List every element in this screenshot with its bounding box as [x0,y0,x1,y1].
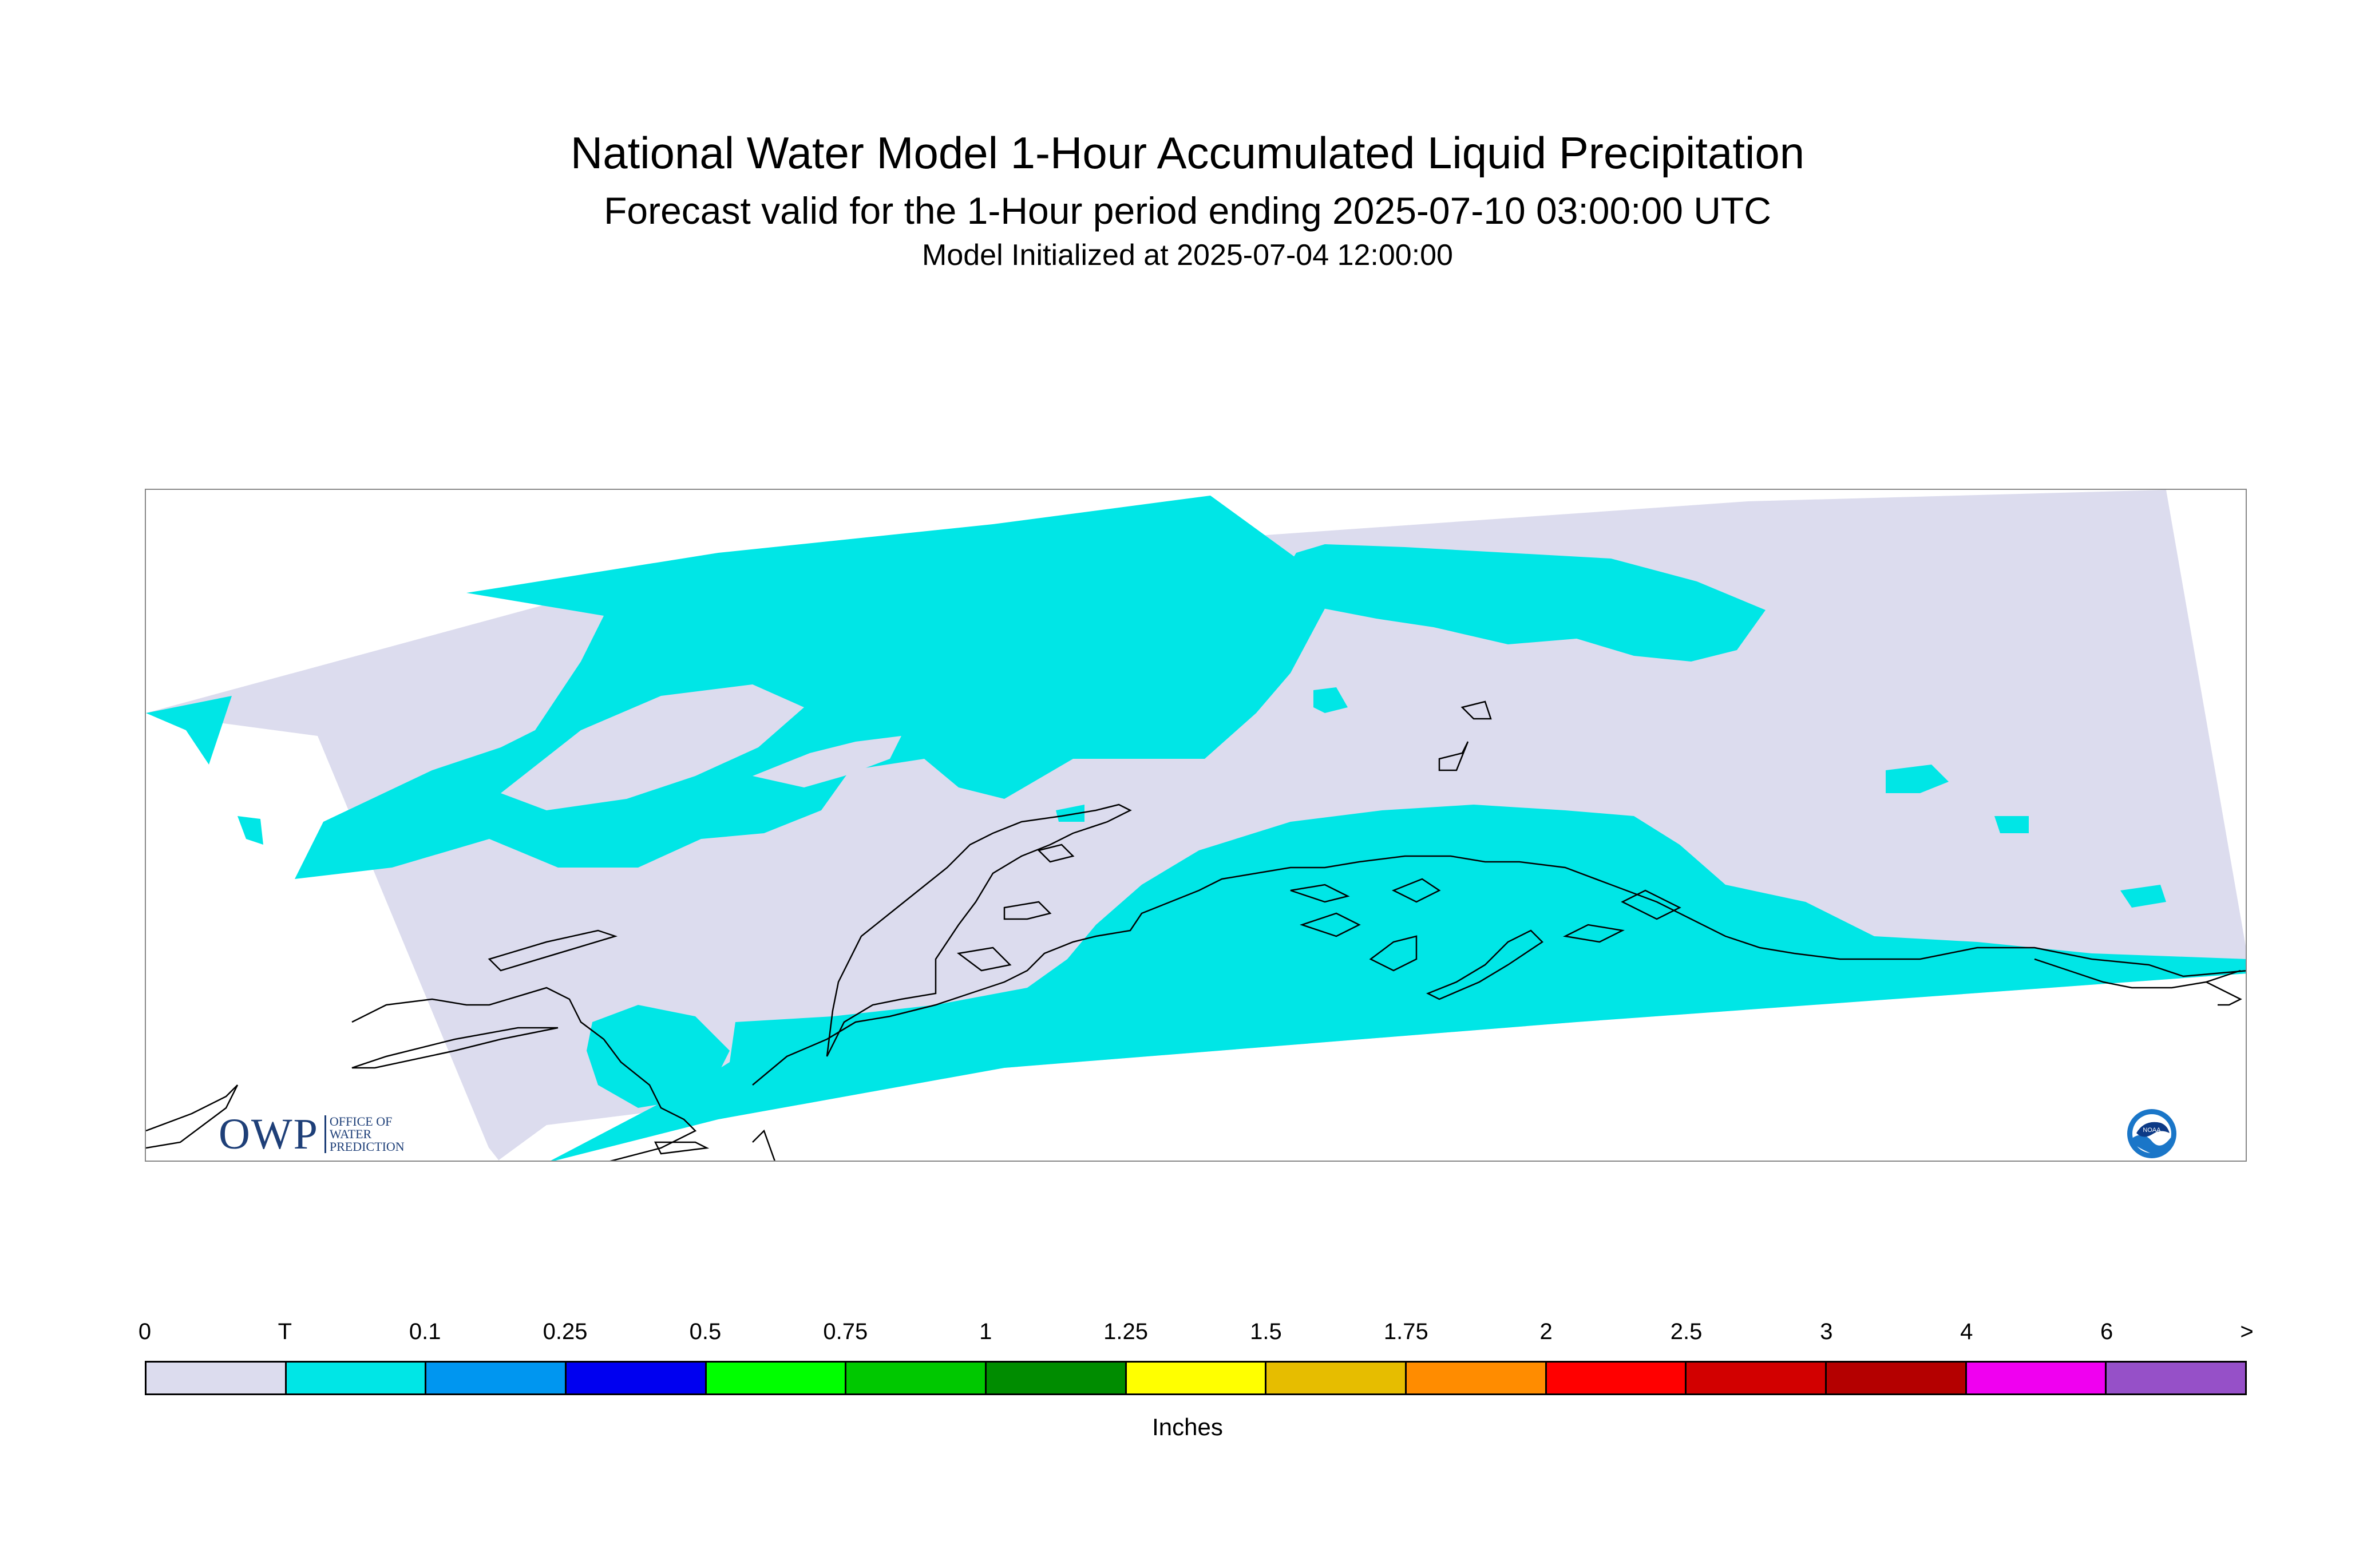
noaa-logo-text: NOAA [2143,1127,2161,1134]
legend-swatch [706,1363,847,1393]
legend-tick-label: 0 [138,1319,152,1344]
legend-tick-label: 4 [1960,1319,1973,1344]
trace-cell-east-3 [2120,885,2166,908]
trace-area-gulf [551,805,2246,1161]
noaa-logo: NOAA [2127,1109,2176,1158]
legend-tick-label: T [278,1319,292,1344]
trace-cell-east-1 [1886,765,1949,793]
trace-cell-small-2 [238,816,263,845]
legend-swatch [1407,1363,1547,1393]
legend-swatch [846,1363,987,1393]
legend-tick-label: 6 [2100,1319,2113,1344]
model-init-line: Model Initialized at 2025-07-04 12:00:00 [922,239,1453,272]
map-panel: OWP OFFICE OF WATER PREDICTION NOAA [145,489,2247,1162]
legend-swatch [2107,1363,2246,1393]
owp-logo: OWP OFFICE OF WATER PREDICTION [219,1110,405,1158]
owp-logo-line: WATER [329,1127,372,1141]
owp-logo-line: PREDICTION [329,1139,405,1154]
owp-logo-letters: OWP [219,1110,319,1158]
legend-tick-label: 0.25 [543,1319,588,1344]
trace-area-upper-right [1279,544,1766,662]
legend-swatch [147,1363,287,1393]
legend-swatch [1546,1363,1687,1393]
legend-tick-label: 2.5 [1670,1319,1703,1344]
owp-logo-line: OFFICE OF [329,1114,393,1129]
legend-tick-labels: 0 T 0.1 0.25 0.5 0.75 1 1.25 1.5 1.75 2 2.5 3 4 6 > [0,1319,2375,1353]
legend-tick-label: 1.5 [1250,1319,1282,1344]
legend-tick-label: 0.1 [409,1319,441,1344]
legend-colorbar [145,1361,2247,1395]
legend-swatch [1126,1363,1267,1393]
legend-swatch [1966,1363,2107,1393]
legend-tick-label: 3 [1820,1319,1833,1344]
trace-area-northwest-blob [501,684,804,810]
trace-area-lake [753,736,901,787]
legend-swatch [1687,1363,1827,1393]
forecast-valid-subtitle: Forecast valid for the 1-Hour period end… [604,189,1771,232]
precip-map [146,490,2246,1161]
legend-swatch [567,1363,707,1393]
legend-swatch [1827,1363,1967,1393]
coastlines [146,700,2246,1161]
legend-tick-label: 2 [1539,1319,1553,1344]
owp-logo-subtext: OFFICE OF WATER PREDICTION [324,1115,405,1153]
trace-cell-east-2 [1994,816,2029,833]
legend-swatch [1266,1363,1407,1393]
legend-swatch [426,1363,567,1393]
legend-swatch [987,1363,1127,1393]
legend-tick-label: 0.75 [823,1319,868,1344]
legend-tick-label: 1.25 [1103,1319,1148,1344]
legend-units: Inches [1152,1413,1223,1440]
model-domain-lower-edge [146,713,494,1161]
trace-cell-small-1 [1056,805,1084,822]
trace-cell-center [1313,687,1348,713]
legend-tick-label: 1 [979,1319,992,1344]
legend-tick-label: 0.5 [689,1319,722,1344]
chart-title: National Water Model 1-Hour Accumulated … [570,128,1805,178]
legend-swatch [286,1363,427,1393]
trace-area-peninsula [587,1005,730,1108]
legend-tick-label: 1.75 [1383,1319,1428,1344]
legend-tick-label: > [2240,1319,2254,1344]
